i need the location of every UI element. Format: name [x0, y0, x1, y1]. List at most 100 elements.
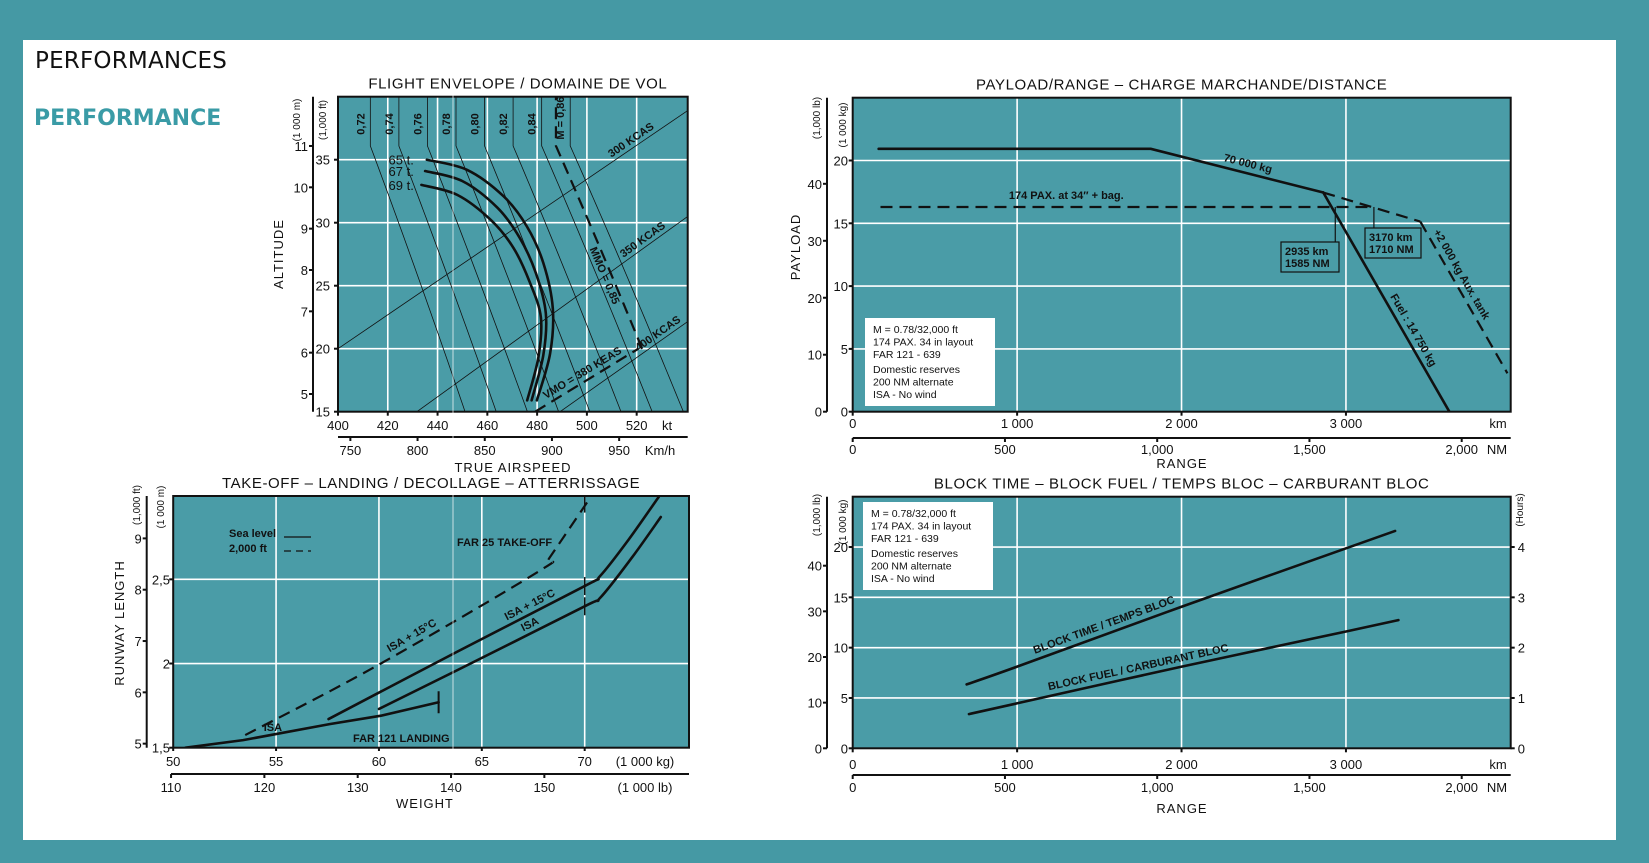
info-line: 174 PAX. 34 in layout — [873, 337, 973, 349]
mach-line — [541, 96, 653, 412]
payload-line — [1419, 220, 1509, 374]
x2-tick-label: 500 — [994, 442, 1016, 457]
mach-line — [369, 96, 466, 412]
callout-text: 3170 km — [1369, 232, 1413, 244]
x-tick-label: 400 — [327, 418, 349, 433]
callout-text: 2935 km — [1285, 246, 1329, 258]
info-line: ISA - No wind — [871, 573, 935, 585]
info-line: FAR 121 - 639 — [871, 533, 939, 545]
x-tick-label: 3 000 — [1330, 757, 1363, 772]
y-tick-label: 2 — [163, 657, 170, 672]
heading-french: PERFORMANCES — [35, 48, 228, 74]
mach-label: 0,84 — [527, 112, 539, 134]
mach-line — [427, 96, 528, 412]
buffet-curve — [425, 158, 555, 402]
plot-frame — [337, 95, 689, 413]
x2-tick-label: 750 — [340, 443, 362, 458]
info-box-bg — [865, 318, 995, 406]
chart-payload-range: PAYLOAD/RANGE – CHARGE MARCHANDE/DISTANC… — [788, 77, 1512, 471]
mach-label: 0,82 — [498, 113, 510, 134]
y-axis-title: RUNWAY LENGTH — [112, 560, 127, 685]
x-tick-label: 420 — [377, 418, 399, 433]
cas-line — [559, 321, 688, 412]
heading-english: PERFORMANCE — [34, 106, 222, 131]
plot-content — [173, 496, 689, 748]
x2-tick-label: 950 — [608, 443, 630, 458]
chart-block-time-fuel: BLOCK TIME – BLOCK FUEL / TEMPS BLOC – C… — [808, 476, 1526, 816]
buffet-curve — [423, 169, 548, 402]
y2-tick-label: 7 — [301, 304, 308, 319]
info-box-bg — [863, 502, 993, 590]
mach-label: 0,76 — [412, 113, 424, 134]
mach-label: 0,78 — [441, 113, 453, 134]
mach-line — [569, 96, 684, 412]
legend-label: Sea level — [229, 528, 276, 540]
x2-tick-label: 2,000 — [1445, 442, 1478, 457]
y-tick-label: 15 — [316, 405, 330, 420]
payload-line — [1321, 191, 1451, 412]
callout-text: 1710 NM — [1369, 244, 1414, 256]
x-axis-title: WEIGHT — [396, 796, 454, 811]
y-tick-label: 15 — [834, 590, 848, 605]
payload-line — [877, 147, 1325, 194]
hours-tick-label: 0 — [1518, 741, 1525, 756]
callout-text: 1585 NM — [1285, 258, 1330, 270]
y-unit-label: (1 000 m) — [156, 486, 167, 529]
y2-tick-label: 10 — [808, 696, 822, 711]
y-tick-label: 10 — [834, 641, 848, 656]
y2-unit-label: (1,000 lb) — [812, 494, 823, 536]
y2-unit-label: (1 000 m) — [292, 99, 303, 142]
x-tick-label: 0 — [849, 757, 856, 772]
hours-tick-label: 2 — [1518, 641, 1525, 656]
y2-unit-label: (1,000 ft) — [132, 485, 143, 525]
y-tick-label: 2,5 — [152, 572, 170, 587]
far25-label: FAR 25 TAKE-OFF — [457, 537, 552, 549]
runway-curve — [184, 700, 440, 748]
plot-frame — [172, 495, 690, 749]
plot-area — [338, 96, 688, 412]
plot-content — [338, 96, 688, 412]
y-unit-label: (1,000 ft) — [318, 100, 329, 140]
y-tick-label: 15 — [834, 216, 848, 231]
x-tick-label: 2 000 — [1165, 757, 1198, 772]
mach-label: 0,74 — [384, 112, 396, 134]
x2-unit-label: Km/h — [645, 443, 675, 458]
x-tick-label: 460 — [476, 418, 498, 433]
chart-title: BLOCK TIME – BLOCK FUEL / TEMPS BLOC – C… — [934, 476, 1430, 493]
hours-tick-label: 4 — [1518, 540, 1525, 555]
y2-tick-label: 8 — [134, 583, 141, 598]
x-tick-label: 70 — [577, 754, 591, 769]
mach-line — [398, 96, 497, 412]
y2-tick-label: 40 — [808, 177, 822, 192]
info-line: M = 0.78/32,000 ft — [873, 324, 958, 336]
x2-unit-label: (1 000 lb) — [618, 780, 673, 795]
y2-tick-label: 7 — [134, 634, 141, 649]
y2-tick-label: 20 — [808, 291, 822, 306]
y-tick-label: 20 — [834, 540, 848, 555]
y2-tick-label: 5 — [134, 737, 141, 752]
chart-title: TAKE-OFF – LANDING / DECOLLAGE – ATTERRI… — [222, 475, 640, 492]
series-label: 174 PAX. at 34″ + bag. — [1009, 190, 1124, 202]
y2-tick-label: 6 — [134, 685, 141, 700]
chart-title: PAYLOAD/RANGE – CHARGE MARCHANDE/DISTANC… — [976, 77, 1387, 94]
mach-label: M = 0,86 — [555, 96, 567, 139]
y2-tick-label: 6 — [301, 346, 308, 361]
y-tick-label: 0 — [841, 741, 848, 756]
chart-title: FLIGHT ENVELOPE / DOMAINE DE VOL — [368, 76, 667, 93]
x-tick-label: 1 000 — [1001, 416, 1034, 431]
plot-content — [852, 97, 1511, 412]
runway-curve — [377, 515, 663, 711]
x-tick-label: 65 — [475, 754, 489, 769]
y-tick-label: 20 — [834, 154, 848, 169]
y2-tick-label: 40 — [808, 559, 822, 574]
x2-tick-label: 1,500 — [1293, 780, 1326, 795]
buffet-curve — [420, 183, 543, 402]
y-tick-label: 5 — [841, 342, 848, 357]
mach-label: 0,72 — [355, 113, 367, 134]
y-tick-label: 25 — [316, 279, 330, 294]
mmo-limit-line — [554, 96, 644, 350]
info-line: FAR 121 - 639 — [873, 349, 941, 361]
plot-area — [173, 496, 689, 748]
